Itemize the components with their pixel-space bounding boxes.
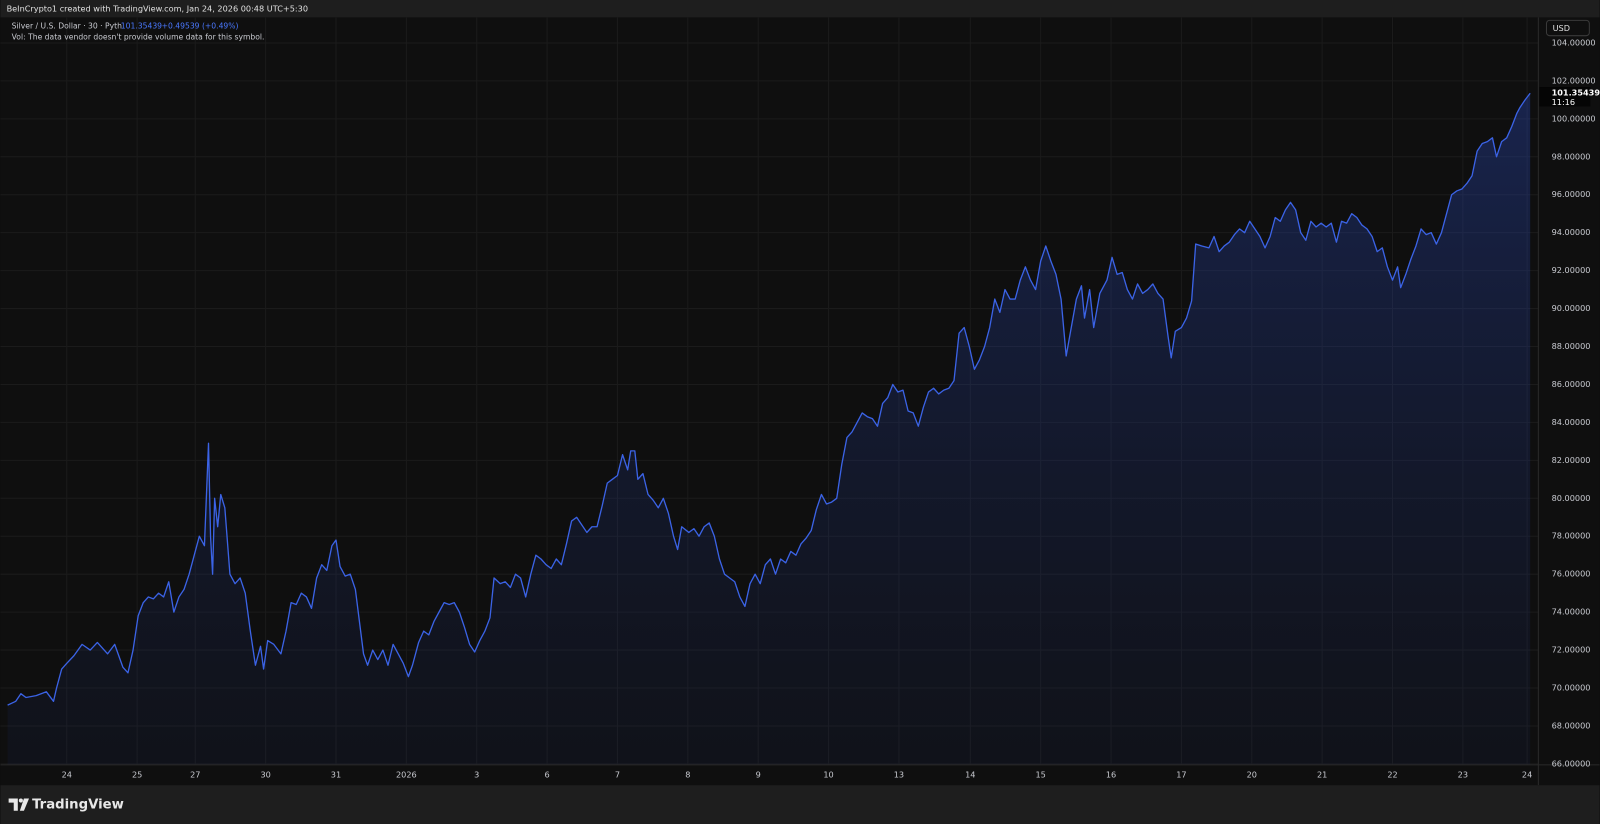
- area: [7, 93, 1531, 765]
- volume-note: Vol: The data vendor doesn't provide vol…: [12, 33, 265, 42]
- x-tick-label: 24: [1522, 770, 1532, 780]
- footer-bar: [0, 785, 1600, 824]
- y-tick-label: 70.00000: [1552, 683, 1591, 693]
- y-tick-label: 92.00000: [1552, 265, 1591, 275]
- y-tick-label: 90.00000: [1552, 303, 1591, 313]
- y-tick-label: 86.00000: [1552, 379, 1591, 389]
- x-tick-label: 17: [1176, 770, 1186, 780]
- last-price-box: [1539, 87, 1591, 107]
- y-tick-label: 88.00000: [1552, 341, 1591, 351]
- currency-button[interactable]: [1545, 19, 1590, 37]
- x-tick-label: 30: [260, 770, 270, 780]
- y-tick-label: 98.00000: [1552, 151, 1591, 161]
- x-tick-label: 27: [190, 770, 200, 780]
- plot: [7, 92, 1531, 765]
- legend-change: +0.49539 (+0.49%): [162, 22, 239, 31]
- x-tick-label: 16: [1106, 770, 1116, 780]
- currency[interactable]: USD: [1553, 23, 1570, 33]
- x-tick-label: 22: [1387, 770, 1397, 780]
- x-tick-label: 8: [685, 770, 690, 780]
- header: BeInCrypto1 created with TradingView.com…: [7, 4, 308, 14]
- x-tick-label: 6: [544, 770, 549, 780]
- x-tick-label: 24: [62, 770, 72, 780]
- y-tick-label: 102.00000: [1552, 75, 1596, 85]
- y-tick-label: 96.00000: [1552, 189, 1591, 199]
- x-tick-label: 14: [965, 770, 975, 780]
- x-tick-label: 23: [1458, 770, 1468, 780]
- axes: 66.00000 68.00000 70.00000 72.00000 74.00000…: [62, 37, 1600, 779]
- y-tick-label: 74.00000: [1552, 607, 1591, 617]
- last-price-label: 101.35439: [1552, 88, 1600, 98]
- logo: [8, 798, 30, 811]
- y-tick-label: 78.00000: [1552, 531, 1591, 541]
- symbol-title: Silver / U.S. Dollar · 30 · Pyth: [12, 22, 122, 31]
- brand: TradingView: [32, 798, 124, 813]
- y-tick-label: 84.00000: [1552, 417, 1591, 427]
- x-tick-label: 21: [1317, 770, 1327, 780]
- y-tick-label: 80.00000: [1552, 493, 1591, 503]
- legend-quote: 101.35439: [121, 22, 162, 31]
- x-tick-label: 9: [756, 770, 761, 780]
- y-tick-label: 100.00000: [1552, 113, 1596, 123]
- x-tick-label: 20: [1247, 770, 1257, 780]
- logo-mark: [8, 798, 18, 811]
- y-tick-label: 68.00000: [1552, 720, 1591, 730]
- x-tick-label: 7: [615, 770, 620, 780]
- logo-mark: [18, 798, 23, 803]
- logo-mark: [19, 798, 30, 811]
- x-tick-label: 10: [823, 770, 833, 780]
- last-time-label: 11:16: [1552, 97, 1575, 107]
- x-tick-label: 2026: [396, 770, 417, 780]
- y-tick-label: 76.00000: [1552, 569, 1591, 579]
- y-tick-label: 104.00000: [1552, 37, 1596, 47]
- x-tick-label: 25: [132, 770, 142, 780]
- x-tick-label: 31: [331, 770, 341, 780]
- y-tick-label: 94.00000: [1552, 227, 1591, 237]
- top-bar: [0, 0, 1600, 18]
- y-tick-label: 82.00000: [1552, 455, 1591, 465]
- y-tick-label: 72.00000: [1552, 645, 1591, 655]
- y-tick-label: 66.00000: [1552, 758, 1591, 768]
- x-tick-label: 3: [474, 770, 479, 780]
- x-tick-label: 15: [1035, 770, 1045, 780]
- x-tick-label: 13: [894, 770, 904, 780]
- price-line: [7, 92, 1531, 706]
